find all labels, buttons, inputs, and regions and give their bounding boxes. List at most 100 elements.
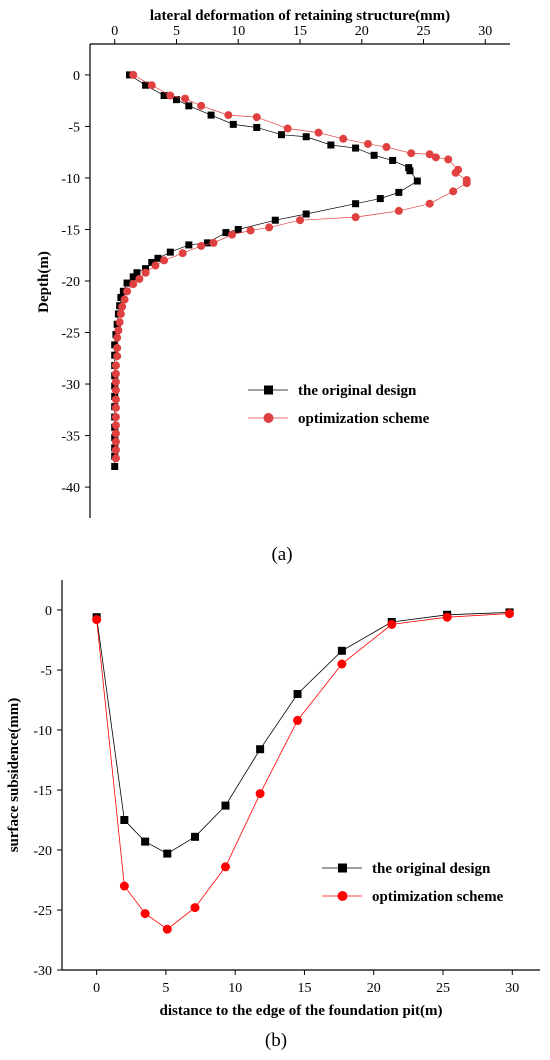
data-point	[252, 113, 261, 122]
series-1	[92, 608, 514, 858]
x-tick-label: 20	[367, 981, 381, 996]
data-point	[209, 238, 218, 247]
data-point	[151, 261, 160, 270]
data-point	[163, 849, 172, 858]
data-point	[135, 274, 144, 283]
data-point	[113, 333, 122, 342]
data-point	[111, 395, 120, 404]
data-point	[387, 619, 397, 629]
data-point	[111, 413, 120, 422]
data-point	[382, 143, 391, 152]
data-point	[406, 167, 414, 175]
data-point	[123, 279, 131, 287]
data-point	[207, 111, 215, 119]
data-point	[253, 123, 261, 131]
data-point	[129, 273, 137, 281]
data-point	[117, 293, 125, 301]
data-point	[111, 421, 120, 430]
data-point	[160, 256, 169, 265]
data-point	[191, 832, 200, 841]
data-point	[111, 386, 120, 395]
data-point	[129, 70, 138, 79]
data-point	[221, 801, 230, 810]
panel-label: (a)	[271, 544, 292, 565]
data-point	[370, 151, 378, 159]
x-tick-label: 25	[436, 981, 450, 996]
x-tick-label: 5	[162, 981, 169, 996]
series-2	[111, 70, 471, 463]
data-point	[451, 168, 460, 177]
y-tick-label: 0	[45, 604, 52, 619]
data-point	[505, 609, 515, 619]
data-point	[148, 258, 156, 266]
data-point	[442, 612, 452, 622]
data-point	[337, 659, 347, 669]
data-point	[154, 254, 162, 262]
y-tick-label: -5	[40, 664, 52, 679]
series-line	[114, 74, 418, 467]
data-point	[114, 326, 123, 335]
data-point	[351, 213, 360, 222]
data-point	[141, 268, 150, 277]
data-point	[111, 429, 120, 438]
data-point	[413, 177, 421, 185]
data-point	[111, 361, 120, 370]
data-point	[363, 139, 372, 148]
data-point	[352, 200, 360, 208]
data-point	[140, 909, 150, 919]
data-point	[118, 302, 127, 311]
data-point	[113, 343, 122, 352]
data-point	[255, 789, 265, 799]
y-axis-title: Depth(m)	[36, 251, 52, 313]
x-tick-label: 30	[478, 24, 492, 39]
data-point	[337, 646, 346, 655]
data-point	[407, 149, 416, 158]
data-point	[119, 881, 129, 891]
series-line	[115, 74, 468, 459]
data-point	[203, 239, 211, 247]
data-point	[160, 92, 168, 100]
legend-marker	[338, 863, 347, 873]
data-point	[111, 377, 120, 386]
data-point	[302, 133, 310, 141]
y-tick-label: -10	[33, 724, 52, 739]
data-point	[133, 269, 141, 277]
data-point	[197, 101, 206, 110]
data-point	[111, 462, 119, 470]
data-point	[389, 156, 397, 164]
data-point	[123, 287, 132, 296]
legend-label: optimization scheme	[298, 411, 430, 427]
data-point	[142, 265, 150, 273]
data-point	[142, 81, 150, 89]
data-point	[111, 434, 119, 442]
data-point	[425, 199, 434, 208]
legend: the original design optimization scheme	[322, 861, 504, 905]
x-tick-label: 20	[355, 24, 369, 39]
data-point	[425, 150, 434, 159]
data-point	[129, 280, 138, 289]
data-point	[431, 153, 440, 162]
data-point	[327, 141, 335, 149]
x-axis-title: lateral deformation of retaining structu…	[150, 8, 450, 24]
data-point	[449, 187, 458, 196]
data-point	[220, 862, 230, 872]
data-point	[111, 403, 120, 412]
data-point	[271, 216, 279, 224]
data-point	[115, 318, 124, 327]
data-point	[120, 295, 129, 304]
legend-label: the original design	[372, 861, 491, 877]
x-tick-label: 10	[231, 24, 245, 39]
data-point	[376, 195, 384, 203]
x-tick-label: 15	[293, 24, 307, 39]
data-point	[116, 309, 125, 318]
legend-marker	[263, 413, 274, 423]
series-2	[92, 609, 515, 934]
data-point	[265, 223, 274, 232]
y-tick-label: -30	[61, 378, 80, 393]
data-point	[229, 120, 237, 128]
data-point	[395, 188, 403, 196]
data-point	[234, 225, 242, 233]
x-tick-label: 15	[297, 981, 311, 996]
data-point	[178, 249, 187, 258]
